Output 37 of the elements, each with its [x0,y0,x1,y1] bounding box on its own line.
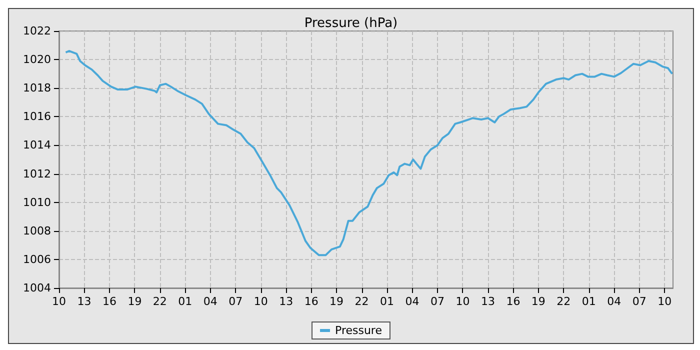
y-tick-label: 1004 [23,282,51,294]
x-tick-label: 01 [178,295,192,308]
x-tick-label: 07 [632,295,646,308]
y-tick-label: 1016 [23,110,51,124]
x-tick-label: 22 [556,295,571,308]
x-tick-label: 01 [380,295,394,308]
x-tick-label: 13 [480,295,495,308]
x-tick-label: 16 [304,295,318,308]
y-tick-label: 1006 [23,252,51,266]
x-tick-label: 19 [330,295,344,308]
x-tick-label: 07 [228,295,243,308]
x-tick-label: 13 [279,295,294,308]
x-tick-label: 04 [607,295,622,308]
x-tick-label: 19 [128,295,142,308]
x-tick-label: 04 [203,295,218,308]
y-tick-label: 1010 [23,196,51,209]
x-tick-label: 19 [531,295,546,308]
y-tick-label: 1014 [23,138,51,152]
x-tick-label: 01 [582,295,596,308]
x-tick-label: 16 [102,295,116,308]
y-tick-label: 1020 [23,53,51,66]
x-tick-label: 04 [405,295,420,308]
x-tick-label: 10 [456,295,470,308]
x-tick-label: 22 [354,295,369,308]
y-tick-label: 1022 [23,24,51,38]
x-tick-label: 10 [52,295,66,308]
y-tick-label: 1018 [23,82,51,95]
x-tick-label: 22 [152,295,167,308]
chart-title: Pressure (hPa) [304,16,398,31]
legend-label: Pressure [335,324,382,337]
x-tick-label: 13 [77,295,92,308]
x-tick-label: 10 [658,295,672,308]
y-tick-label: 1012 [23,167,51,180]
x-tick-label: 16 [506,295,520,308]
x-tick-label: 10 [254,295,268,308]
x-tick-label: 07 [430,295,444,308]
y-tick-label: 1008 [23,224,51,238]
